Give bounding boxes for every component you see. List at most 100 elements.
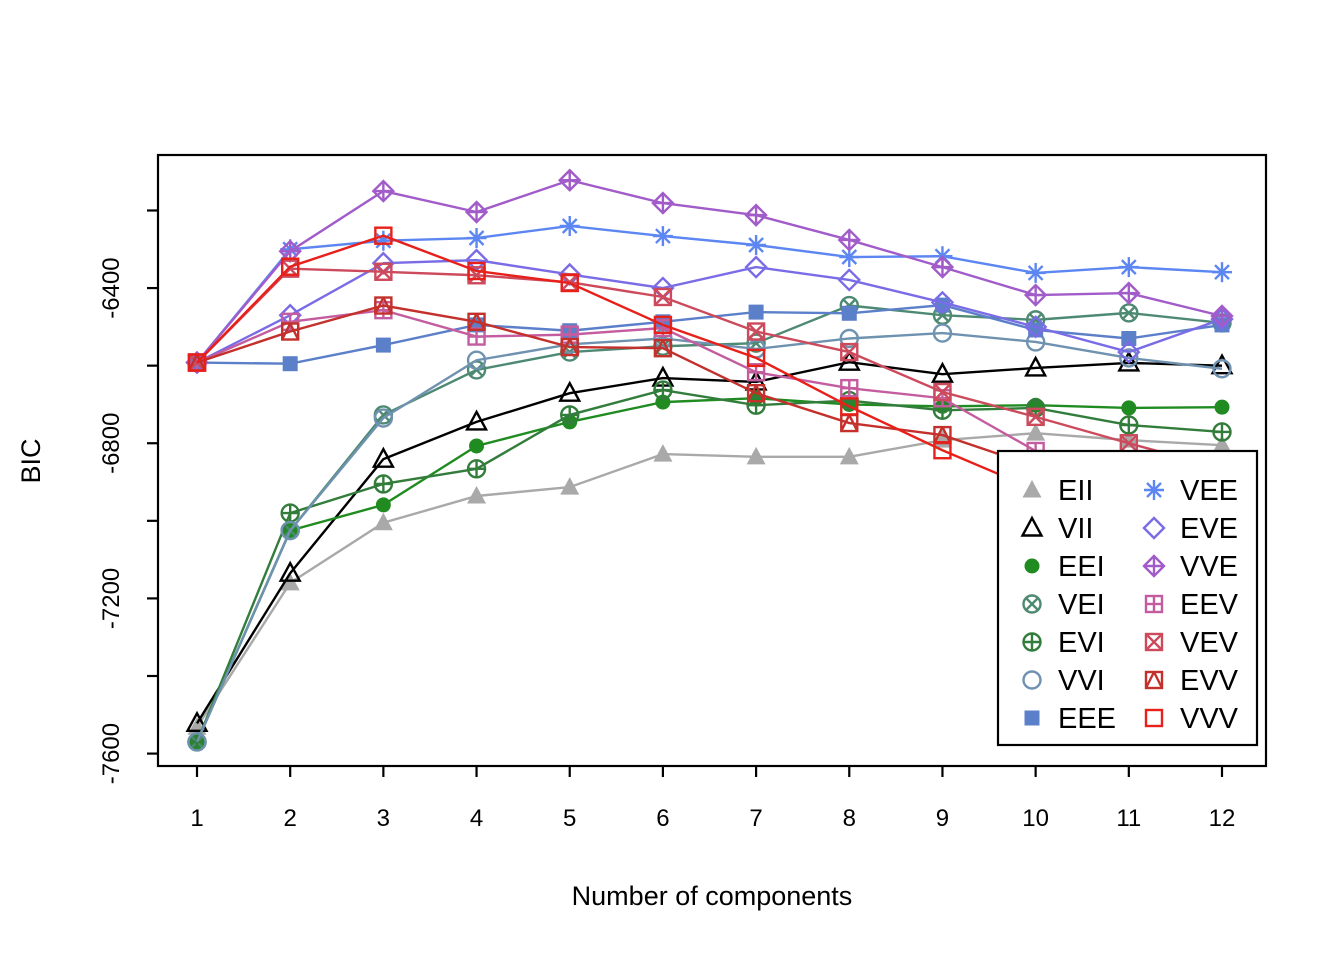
marker-shape xyxy=(185,710,209,733)
data-point-VEE-10 xyxy=(1025,262,1046,283)
marker-shape xyxy=(280,520,300,541)
marker-shape xyxy=(746,322,766,341)
data-point-EVE-5 xyxy=(558,262,582,287)
x-tick-label: 5 xyxy=(563,805,576,832)
marker-shape xyxy=(289,322,300,341)
x-tick-label: 1 xyxy=(190,805,203,832)
marker-shape xyxy=(1210,353,1234,375)
legend-symbol-EEI xyxy=(1024,558,1040,574)
marker-shape xyxy=(1025,597,1039,611)
marker-shape xyxy=(374,262,393,281)
data-point-VVE-5 xyxy=(558,168,582,192)
legend-label-EVI: EVI xyxy=(1058,627,1105,659)
marker-shape xyxy=(560,477,580,495)
data-point-EII-12 xyxy=(1212,435,1232,453)
data-point-VVV-7 xyxy=(746,348,766,368)
marker-shape xyxy=(837,268,861,292)
marker-shape xyxy=(568,338,579,356)
x-tick-label: 3 xyxy=(377,805,390,832)
legend-label-VII: VII xyxy=(1058,513,1093,545)
x-tick-label: 4 xyxy=(470,805,483,832)
series-line-VVI xyxy=(195,331,1223,743)
marker-shape xyxy=(934,297,950,313)
data-point-EII-5 xyxy=(560,477,580,495)
x-tick-label: 11 xyxy=(1116,805,1141,832)
data-point-EEE-7 xyxy=(748,304,764,320)
marker-shape xyxy=(748,304,764,320)
marker-shape xyxy=(469,438,485,454)
marker-shape xyxy=(1024,558,1040,574)
data-point-VII-5 xyxy=(558,380,582,402)
series-line-VVE xyxy=(196,178,1223,364)
legend-label-EEV: EEV xyxy=(1180,589,1239,621)
data-point-EII-11 xyxy=(1119,430,1139,448)
data-point-VEE-11 xyxy=(1118,257,1139,278)
marker-shape xyxy=(839,446,859,465)
series-line-EEI xyxy=(195,397,1223,743)
marker-shape xyxy=(1024,355,1048,377)
data-point-VII-4 xyxy=(465,409,489,431)
marker-shape xyxy=(653,315,673,335)
data-point-VVI-9 xyxy=(932,323,953,343)
legend-label-VVI: VVI xyxy=(1058,665,1105,697)
data-point-EVE-7 xyxy=(744,255,768,279)
data-point-VVV-4 xyxy=(467,261,486,281)
marker-shape xyxy=(561,218,578,234)
marker-shape xyxy=(466,350,487,370)
marker-shape xyxy=(371,446,395,468)
marker-shape xyxy=(281,322,292,341)
data-point-VVV-8 xyxy=(840,397,859,416)
marker-shape xyxy=(1023,315,1048,339)
marker-shape xyxy=(933,383,952,401)
data-point-EVI-11 xyxy=(1119,415,1139,435)
marker-shape xyxy=(746,446,766,465)
marker-shape xyxy=(840,342,859,362)
marker-shape xyxy=(375,497,391,513)
marker-shape xyxy=(375,232,392,249)
data-point-VVE-12 xyxy=(1210,304,1234,328)
data-point-EII-4 xyxy=(467,485,487,504)
marker-shape xyxy=(1022,480,1042,498)
marker-shape xyxy=(187,732,207,752)
legend-symbol-VEV xyxy=(1144,632,1164,652)
marker-shape xyxy=(467,485,487,504)
data-point-EEV-8 xyxy=(840,378,859,398)
data-point-VEE-4 xyxy=(466,228,487,249)
data-point-VEE-12 xyxy=(1212,262,1232,283)
data-point-VII-10 xyxy=(1024,355,1048,377)
y-tick-label: -6400 xyxy=(98,257,125,318)
data-point-EVE-8 xyxy=(837,268,861,292)
marker-shape xyxy=(653,287,673,307)
marker-shape xyxy=(468,230,485,246)
data-point-VVI-8 xyxy=(839,328,859,349)
marker-shape xyxy=(1024,710,1040,726)
data-point-EEI-11 xyxy=(1121,400,1137,416)
data-point-VII-2 xyxy=(278,560,302,582)
legend-label-EVV: EVV xyxy=(1180,665,1239,697)
marker-shape xyxy=(933,426,944,444)
data-point-VVE-7 xyxy=(744,203,768,227)
data-point-EEV-5 xyxy=(560,325,579,344)
marker-shape xyxy=(1121,330,1137,346)
marker-shape xyxy=(1026,408,1045,426)
x-tick-label: 12 xyxy=(1209,805,1236,832)
legend-symbol-EVV xyxy=(1144,670,1164,690)
series-line-VII xyxy=(195,360,1223,724)
marker-shape xyxy=(840,414,851,432)
marker-shape xyxy=(933,382,952,402)
data-point-EVE-9 xyxy=(930,290,955,315)
data-point-EVV-4 xyxy=(467,312,486,332)
data-point-EVI-2 xyxy=(280,503,300,523)
data-point-EEV-2 xyxy=(280,312,300,332)
x-tick-label: 7 xyxy=(749,805,762,832)
data-point-VVI-3 xyxy=(373,408,394,428)
marker-shape xyxy=(1020,515,1044,537)
x-tick-label: 9 xyxy=(936,805,949,832)
marker-shape xyxy=(373,512,393,531)
marker-shape xyxy=(374,262,393,281)
marker-shape xyxy=(278,560,302,582)
data-point-EVI-3 xyxy=(373,474,394,494)
marker-shape xyxy=(375,337,391,353)
marker-shape xyxy=(280,257,300,276)
